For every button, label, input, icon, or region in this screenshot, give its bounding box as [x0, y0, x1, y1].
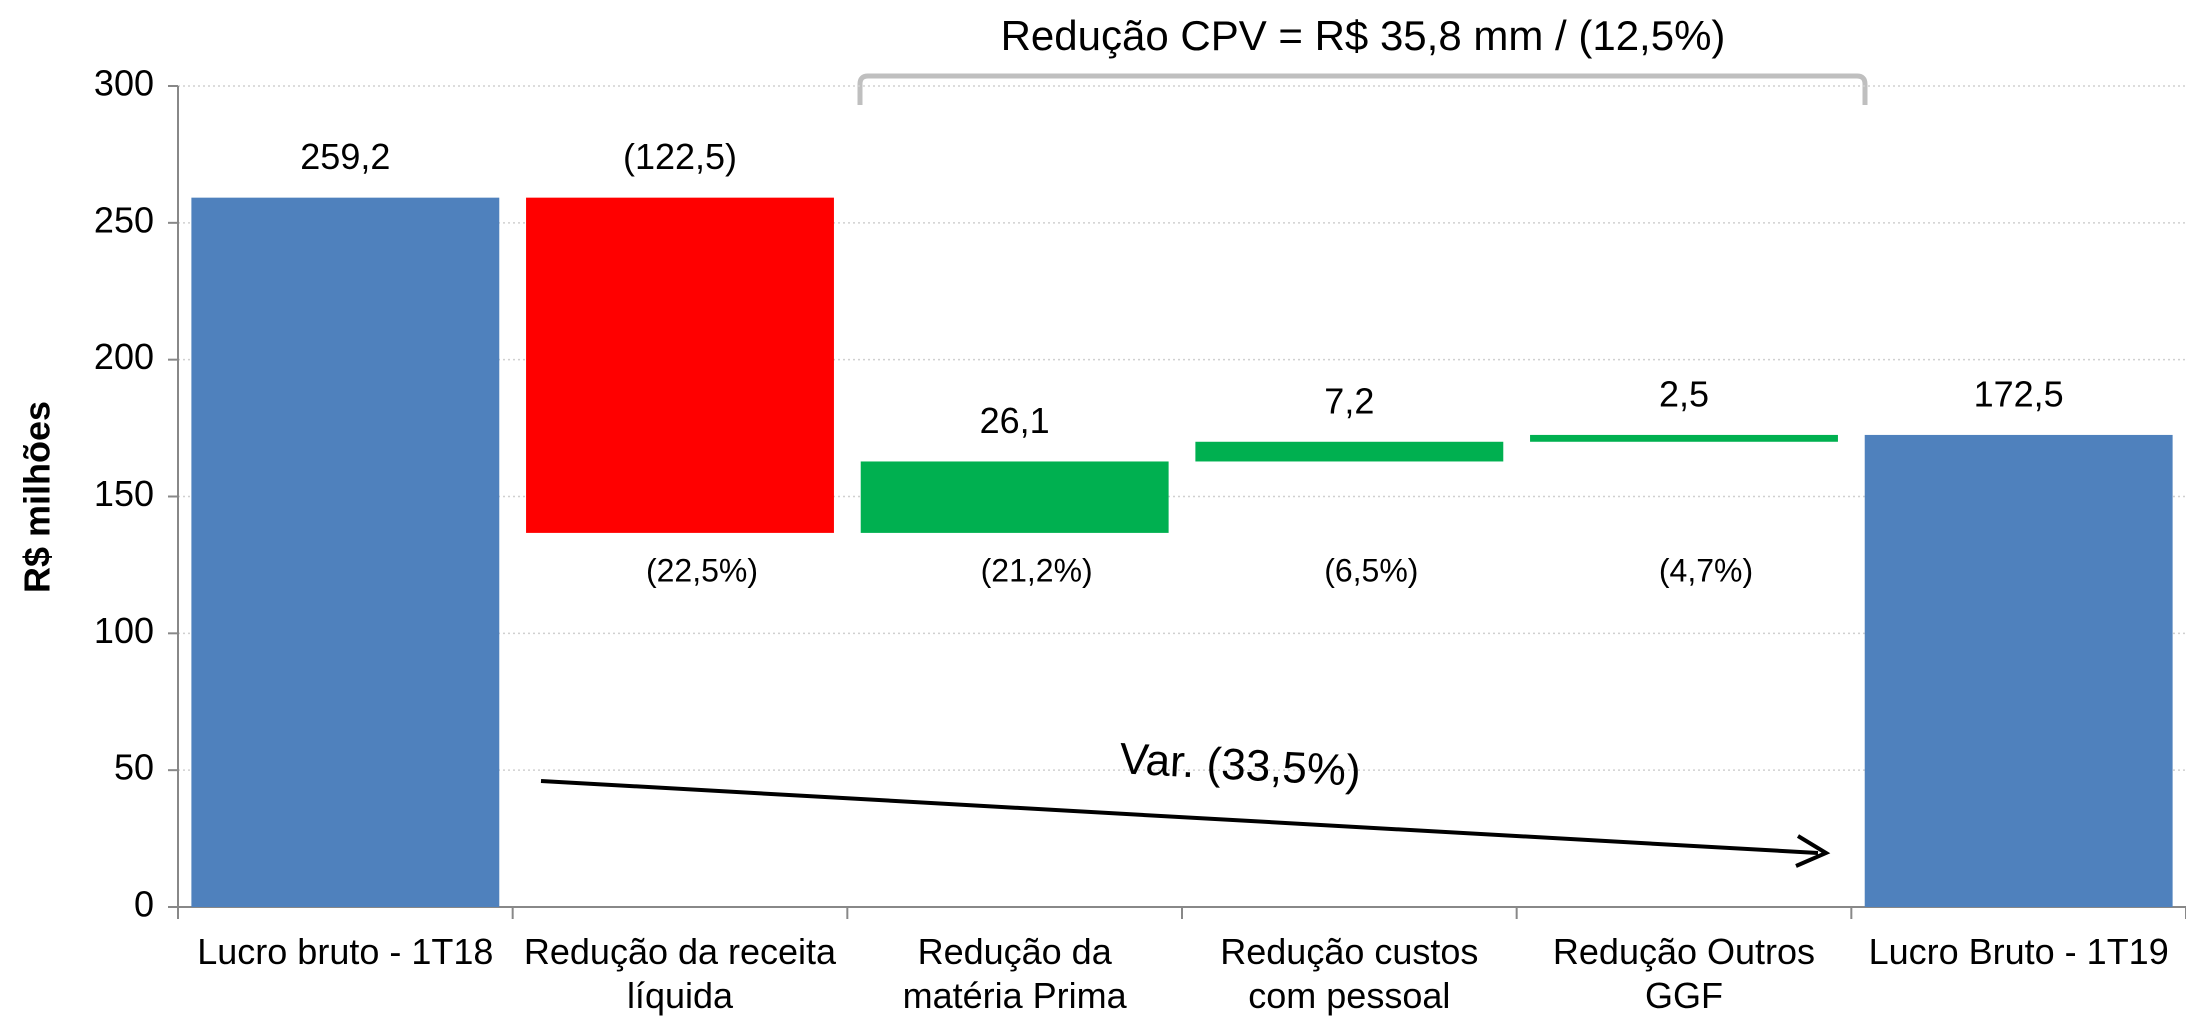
x-tick-label: Redução da receita líquida	[523, 931, 837, 1016]
y-tick-label: 150	[94, 473, 154, 514]
y-tick-label: 250	[94, 199, 154, 240]
bar	[1195, 441, 1504, 462]
bar	[1530, 434, 1838, 442]
value-label: 26,1	[980, 400, 1050, 441]
arrow-label: Var. (33,5%)	[1118, 734, 1362, 796]
x-tick-label: Redução Outros GGF	[1552, 931, 1816, 1016]
value-label: 2,5	[1659, 373, 1709, 414]
x-tick-label: Lucro Bruto - 1T19	[1868, 931, 2169, 972]
pct-label: (22,5%)	[646, 552, 758, 588]
bar	[526, 197, 834, 533]
bracket	[857, 73, 1868, 105]
y-tick-label: 100	[94, 610, 154, 651]
pct-label: (21,2%)	[981, 552, 1093, 588]
pct-label: (6,5%)	[1324, 552, 1418, 588]
pct-label: (4,7%)	[1659, 552, 1753, 588]
x-tick-label: Redução custos com pessoal	[1220, 931, 1479, 1016]
arrow-head	[1795, 834, 1831, 868]
arrow	[540, 779, 1819, 855]
bar	[1864, 434, 2173, 907]
y-tick-label: 50	[114, 747, 154, 788]
x-tick-label: Redução da matéria Prima	[902, 931, 1127, 1016]
x-tick-label: Lucro bruto - 1T18	[197, 931, 494, 972]
value-label: 7,2	[1324, 380, 1374, 421]
value-label: 172,5	[1974, 373, 2064, 414]
value-label: (122,5)	[623, 136, 737, 177]
bar	[860, 461, 1169, 533]
y-tick-label: 200	[94, 336, 154, 377]
y-axis-label: R$ milhões	[17, 401, 58, 593]
y-tick-label: 0	[134, 884, 154, 925]
y-tick-label: 300	[94, 63, 154, 104]
bar	[191, 197, 500, 907]
value-label: 259,2	[300, 136, 390, 177]
bracket-title: Redução CPV = R$ 35,8 mm / (12,5%)	[1001, 12, 1726, 59]
